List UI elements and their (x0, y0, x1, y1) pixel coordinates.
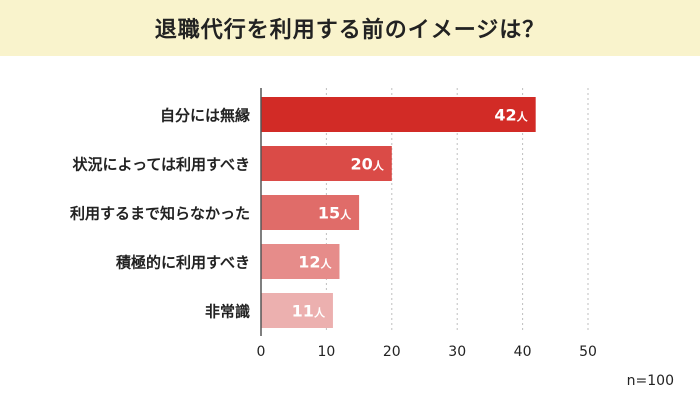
category-label-2: 利用するまで知らなかった (70, 205, 250, 223)
title-band: 退職代行を利用する前のイメージは？ (0, 0, 700, 56)
x-tick-label-50: 50 (579, 344, 597, 360)
bar-1 (261, 146, 392, 181)
category-label-4: 非常識 (205, 303, 250, 321)
category-label-3: 積極的に利用すべき (115, 254, 250, 272)
sample-size-note: n=100 (626, 373, 674, 389)
category-label-0: 自分には無縁 (160, 107, 250, 125)
x-tick-label-10: 10 (317, 344, 335, 360)
value-label-0: 42人 (494, 106, 528, 125)
x-tick-label-0: 0 (257, 344, 266, 360)
value-label-3: 12人 (298, 253, 332, 272)
x-tick-label-20: 20 (383, 344, 401, 360)
chart-title: 退職代行を利用する前のイメージは？ (154, 18, 546, 43)
bar-0 (261, 97, 536, 132)
category-label-1: 状況によっては利用すべき (73, 156, 250, 174)
x-tick-label-30: 30 (448, 344, 466, 360)
bar-2 (261, 195, 360, 230)
value-label-4: 11人 (292, 302, 326, 321)
bar-3 (261, 244, 340, 279)
value-label-2: 15人 (318, 204, 352, 223)
bar-4 (261, 293, 333, 328)
x-tick-label-40: 40 (514, 344, 532, 360)
value-label-1: 20人 (351, 155, 385, 174)
